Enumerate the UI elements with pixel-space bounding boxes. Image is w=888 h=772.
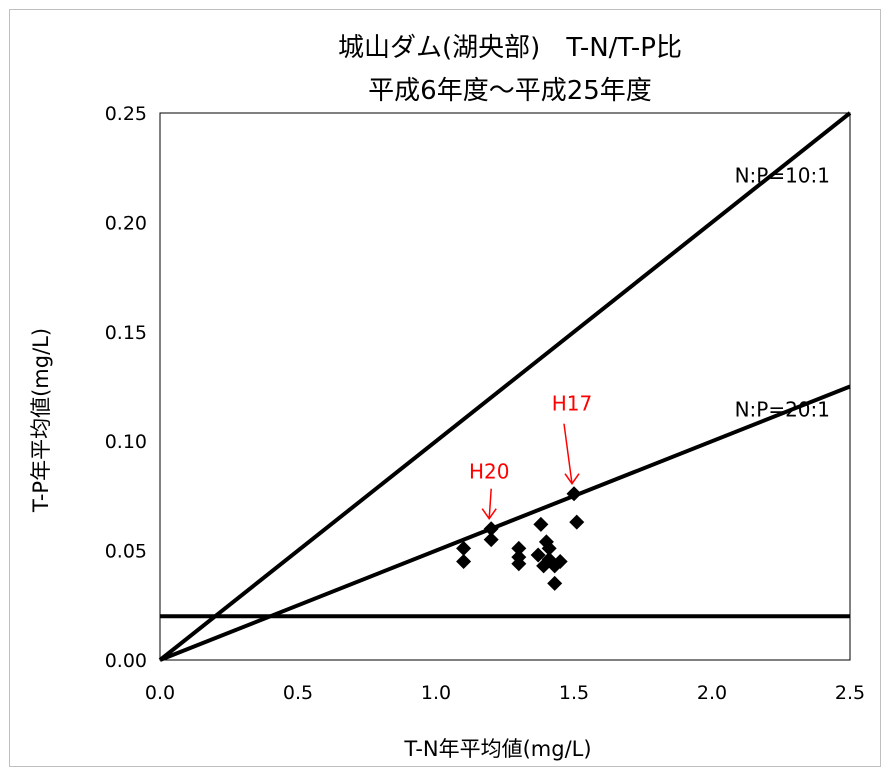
data-points bbox=[456, 486, 585, 591]
x-tick-label: 2.0 bbox=[697, 682, 727, 704]
annotation-arrow bbox=[563, 423, 573, 484]
data-point bbox=[552, 554, 568, 570]
data-point bbox=[541, 540, 557, 556]
data-point bbox=[511, 556, 527, 572]
y-tick-label: 0.10 bbox=[105, 431, 147, 453]
reference-lines: N:P=10:1 N:P=20:1 bbox=[158, 111, 852, 662]
data-point bbox=[483, 521, 499, 537]
annotations: H20 H17 bbox=[469, 392, 593, 521]
y-tick-label: 0.15 bbox=[105, 322, 147, 344]
data-point bbox=[533, 516, 549, 532]
annotation-arrow bbox=[488, 488, 492, 519]
reference-line bbox=[159, 384, 851, 662]
data-point bbox=[547, 575, 563, 591]
y-tick-label: 0.20 bbox=[105, 212, 147, 234]
data-point bbox=[566, 486, 582, 502]
reference-line bbox=[158, 111, 852, 662]
x-tick-label: 1.0 bbox=[421, 682, 451, 704]
x-axis-label: T-N年平均値(mg/L) bbox=[403, 737, 591, 761]
data-point bbox=[456, 554, 472, 570]
data-point bbox=[456, 540, 472, 556]
tick-labels: 0.0 0.5 1.0 1.5 2.0 2.5 0.00 0.05 0.10 0.15 0.20 0.… bbox=[105, 103, 865, 704]
x-tick-label: 0.5 bbox=[283, 682, 313, 704]
annotation-label: H20 bbox=[469, 460, 510, 484]
x-tick-label: 0.0 bbox=[145, 682, 175, 704]
y-tick-label: 0.05 bbox=[105, 541, 147, 563]
data-point bbox=[511, 540, 527, 556]
chart-subtitle: 平成6年度～平成25年度 bbox=[368, 76, 652, 106]
y-tick-label: 0.00 bbox=[105, 650, 147, 672]
annotation-arrowhead bbox=[481, 508, 497, 521]
x-tick-label: 2.5 bbox=[835, 682, 865, 704]
y-axis-label: T-P年平均値(mg/L) bbox=[29, 328, 53, 513]
annotation-arrowhead bbox=[564, 473, 580, 486]
data-point bbox=[569, 514, 585, 530]
reference-line-label: N:P=10:1 bbox=[735, 164, 830, 188]
reference-line-label: N:P=20:1 bbox=[735, 397, 830, 421]
annotation-label: H17 bbox=[552, 392, 593, 416]
x-tick-label: 1.5 bbox=[559, 682, 589, 704]
chart-title: 城山ダム(湖央部) T-N/T-P比 bbox=[338, 33, 682, 63]
chart-frame bbox=[9, 9, 881, 767]
data-point bbox=[530, 547, 546, 563]
data-point bbox=[483, 532, 499, 548]
y-tick-label: 0.25 bbox=[105, 103, 147, 125]
